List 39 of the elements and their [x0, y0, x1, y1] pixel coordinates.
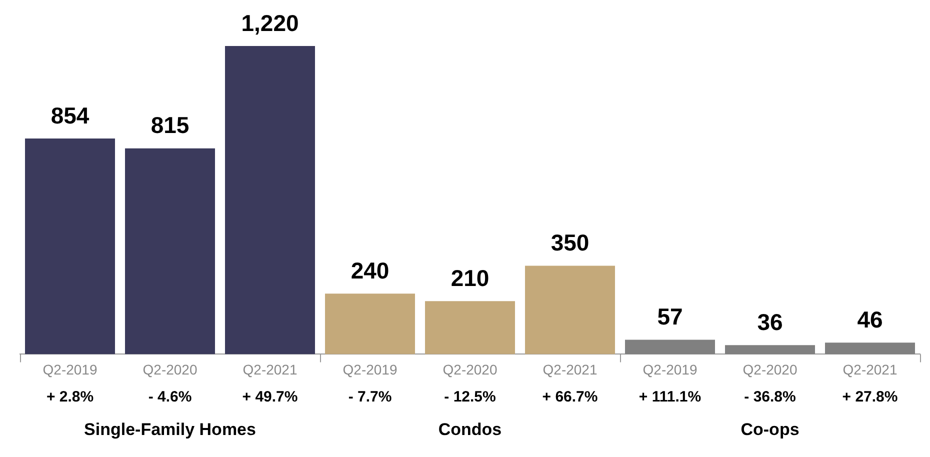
x-tick-label: Q2-2019	[642, 361, 698, 378]
data-label: 36	[757, 308, 783, 335]
data-label: 240	[350, 257, 390, 284]
data-label: 210	[450, 264, 490, 291]
x-tick-label: Q2-2019	[42, 361, 98, 378]
text: - 4.6%	[148, 388, 192, 406]
x-tick-label: Q2-2021	[542, 361, 598, 378]
bar	[25, 138, 115, 354]
bar	[725, 345, 815, 354]
bar	[825, 342, 915, 354]
data-label: 350	[550, 230, 590, 256]
bar	[225, 46, 315, 354]
x-tick-label: Q2-2020	[142, 361, 198, 378]
text: - 36.8%	[744, 388, 796, 406]
data-label: 57	[657, 304, 683, 330]
text: Single-Family Homes	[84, 420, 256, 439]
x-tick-label: Q2-2020	[442, 361, 498, 378]
x-tick-label: Q2-2021	[242, 361, 298, 378]
x-tick-label: Q2-2020	[742, 361, 798, 378]
text: Co-ops	[740, 420, 800, 439]
bar	[425, 301, 515, 354]
bar	[325, 294, 415, 354]
text: Condos	[438, 420, 502, 439]
bar	[625, 340, 715, 354]
bar	[525, 266, 615, 354]
data-label: 815	[150, 112, 190, 138]
bar	[125, 148, 215, 354]
text: + 66.7%	[542, 388, 598, 406]
text: + 2.8%	[46, 388, 94, 406]
text: - 7.7%	[348, 388, 392, 406]
text: - 12.5%	[444, 388, 496, 406]
text: + 49.7%	[242, 388, 298, 406]
x-tick-label: Q2-2021	[842, 361, 898, 378]
x-tick-label: Q2-2019	[342, 361, 398, 378]
data-label: 854	[50, 102, 90, 128]
data-label: 46	[857, 306, 883, 332]
data-label: 1,220	[241, 10, 299, 36]
text: + 27.8%	[842, 388, 898, 406]
text: + 111.1%	[638, 388, 702, 406]
